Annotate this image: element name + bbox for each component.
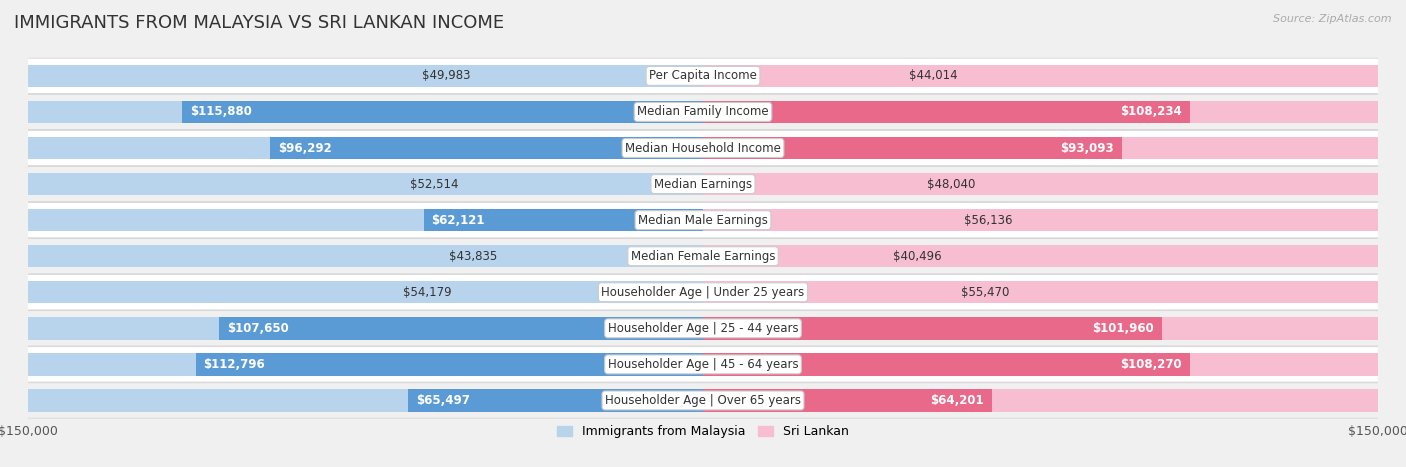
Text: $108,234: $108,234 (1121, 106, 1182, 119)
FancyBboxPatch shape (25, 203, 1381, 238)
FancyBboxPatch shape (25, 383, 1381, 418)
Bar (703, 101, 1378, 123)
Text: Median Household Income: Median Household Income (626, 142, 780, 155)
Text: $115,880: $115,880 (190, 106, 252, 119)
Bar (28, 245, 703, 268)
Text: Median Earnings: Median Earnings (654, 177, 752, 191)
Bar (28, 389, 703, 411)
Bar (703, 137, 1122, 159)
Text: $108,270: $108,270 (1121, 358, 1182, 371)
Bar (28, 101, 703, 123)
Bar (703, 245, 886, 268)
Bar (703, 209, 1378, 231)
Bar (506, 245, 703, 268)
Text: $112,796: $112,796 (204, 358, 266, 371)
Bar (219, 317, 703, 340)
Bar (460, 281, 703, 304)
Bar (703, 353, 1378, 375)
FancyBboxPatch shape (25, 94, 1381, 130)
FancyBboxPatch shape (25, 347, 1381, 382)
Text: $107,650: $107,650 (226, 322, 288, 335)
Bar (703, 317, 1378, 340)
Text: $40,496: $40,496 (893, 250, 942, 263)
Bar (703, 137, 1378, 159)
Text: $56,136: $56,136 (963, 213, 1012, 226)
Bar (703, 281, 953, 304)
Bar (703, 317, 1161, 340)
Bar (703, 101, 1189, 123)
Bar (28, 317, 703, 340)
Text: Source: ZipAtlas.com: Source: ZipAtlas.com (1274, 14, 1392, 24)
Text: IMMIGRANTS FROM MALAYSIA VS SRI LANKAN INCOME: IMMIGRANTS FROM MALAYSIA VS SRI LANKAN I… (14, 14, 505, 32)
Text: $44,014: $44,014 (910, 70, 957, 82)
Bar (28, 137, 703, 159)
Text: $96,292: $96,292 (278, 142, 332, 155)
Bar (28, 173, 703, 195)
Text: $43,835: $43,835 (450, 250, 498, 263)
Text: Per Capita Income: Per Capita Income (650, 70, 756, 82)
Text: Householder Age | Over 65 years: Householder Age | Over 65 years (605, 394, 801, 407)
Bar (703, 389, 1378, 411)
Bar (28, 209, 703, 231)
Text: $64,201: $64,201 (931, 394, 984, 407)
Bar (28, 65, 703, 87)
Bar (703, 209, 956, 231)
Bar (703, 173, 920, 195)
Bar (703, 173, 1378, 195)
Bar (28, 353, 703, 375)
Bar (703, 65, 901, 87)
Text: $93,093: $93,093 (1060, 142, 1114, 155)
Text: $49,983: $49,983 (422, 70, 470, 82)
Bar (703, 245, 1378, 268)
Bar (408, 389, 703, 411)
Text: Median Male Earnings: Median Male Earnings (638, 213, 768, 226)
Text: Median Female Earnings: Median Female Earnings (631, 250, 775, 263)
Bar (703, 353, 1189, 375)
FancyBboxPatch shape (25, 130, 1381, 166)
Bar (423, 209, 703, 231)
Text: Householder Age | 25 - 44 years: Householder Age | 25 - 44 years (607, 322, 799, 335)
Text: $65,497: $65,497 (416, 394, 470, 407)
FancyBboxPatch shape (25, 58, 1381, 93)
Text: $54,179: $54,179 (402, 286, 451, 299)
Text: Householder Age | 45 - 64 years: Householder Age | 45 - 64 years (607, 358, 799, 371)
Bar (703, 389, 991, 411)
Text: $101,960: $101,960 (1092, 322, 1154, 335)
FancyBboxPatch shape (25, 166, 1381, 202)
Legend: Immigrants from Malaysia, Sri Lankan: Immigrants from Malaysia, Sri Lankan (553, 420, 853, 443)
Bar (195, 353, 703, 375)
Bar (703, 281, 1378, 304)
Bar (181, 101, 703, 123)
Bar (467, 173, 703, 195)
Bar (703, 65, 1378, 87)
FancyBboxPatch shape (25, 275, 1381, 310)
Text: $48,040: $48,040 (927, 177, 976, 191)
Text: $52,514: $52,514 (411, 177, 458, 191)
Bar (478, 65, 703, 87)
Text: Median Family Income: Median Family Income (637, 106, 769, 119)
Bar (270, 137, 703, 159)
FancyBboxPatch shape (25, 311, 1381, 346)
Text: $62,121: $62,121 (432, 213, 485, 226)
Bar (28, 281, 703, 304)
Text: $55,470: $55,470 (960, 286, 1010, 299)
FancyBboxPatch shape (25, 239, 1381, 274)
Text: Householder Age | Under 25 years: Householder Age | Under 25 years (602, 286, 804, 299)
